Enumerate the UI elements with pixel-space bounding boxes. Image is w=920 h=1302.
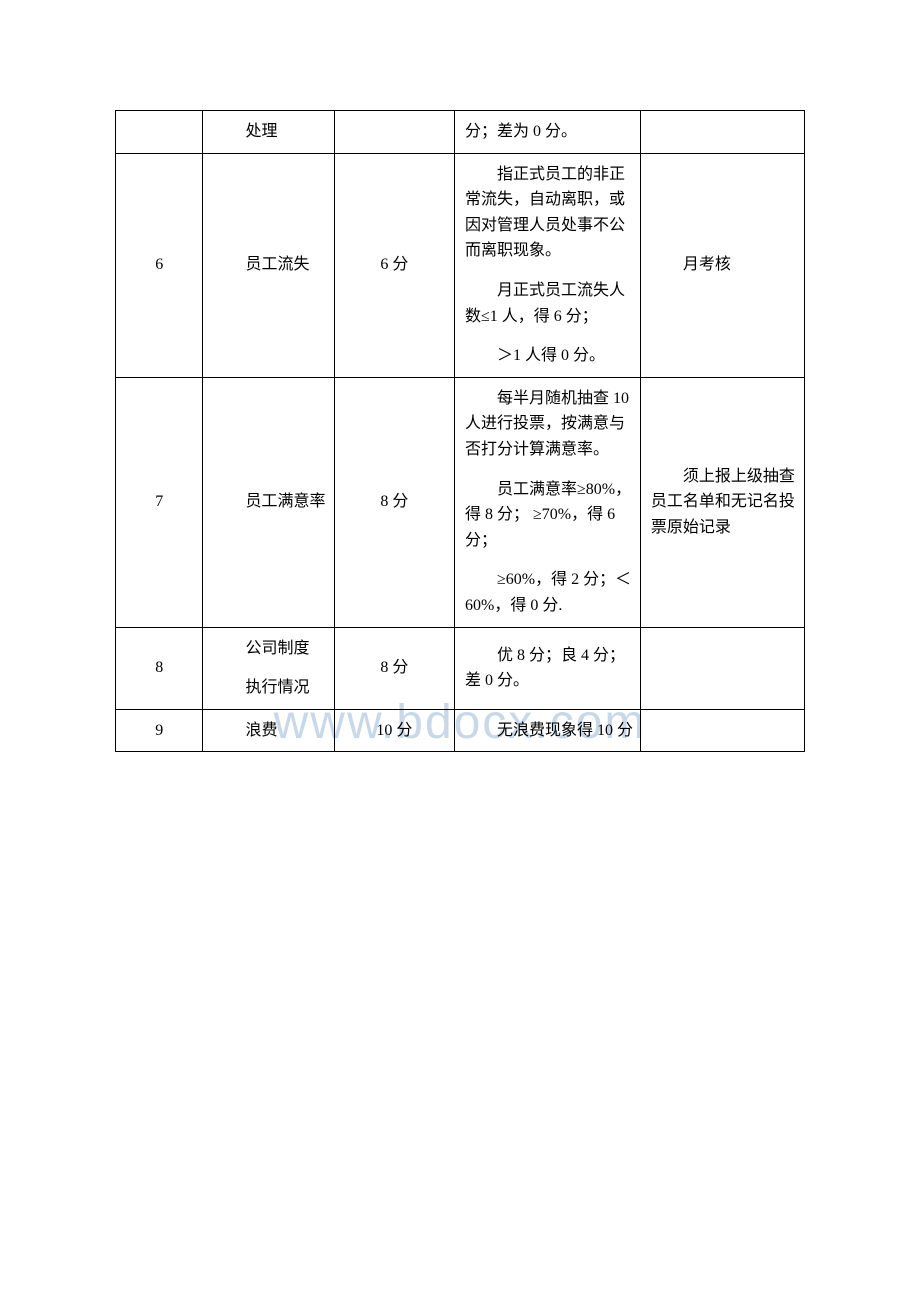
cell-remark <box>640 627 804 709</box>
cell-num: 6 <box>116 153 203 377</box>
cell-num: 8 <box>116 627 203 709</box>
name-text: 公司制度 <box>213 636 327 662</box>
evaluation-table: 处理 分；差为 0 分。 6 员工流失 6 分 指正式员工的非正常流失，自动离职… <box>115 110 805 752</box>
cell-num: 7 <box>116 377 203 627</box>
desc-text: 员工满意率≥80%，得 8 分； ≥70%，得 6 分； <box>465 477 634 554</box>
cell-remark <box>640 111 804 154</box>
cell-name: 浪费 <box>203 709 334 752</box>
remark-text: 须上报上级抽查员工名单和无记名投票原始记录 <box>651 464 798 541</box>
cell-desc: 每半月随机抽查 10 人进行投票，按满意与否打分计算满意率。 员工满意率≥80%… <box>455 377 641 627</box>
table-row: 6 员工流失 6 分 指正式员工的非正常流失，自动离职，或因对管理人员处事不公而… <box>116 153 805 377</box>
cell-name: 员工满意率 <box>203 377 334 627</box>
name-text: 浪费 <box>213 718 327 744</box>
desc-text: 指正式员工的非正常流失，自动离职，或因对管理人员处事不公而离职现象。 <box>465 162 634 264</box>
desc-text: 无浪费现象得 10 分 <box>465 718 634 744</box>
cell-score: 8 分 <box>334 377 454 627</box>
cell-desc: 优 8 分；良 4 分；差 0 分。 <box>455 627 641 709</box>
cell-name: 处理 <box>203 111 334 154</box>
cell-remark: 月考核 <box>640 153 804 377</box>
table-row: 处理 分；差为 0 分。 <box>116 111 805 154</box>
cell-score: 8 分 <box>334 627 454 709</box>
desc-text: 每半月随机抽查 10 人进行投票，按满意与否打分计算满意率。 <box>465 386 634 463</box>
name-text: 处理 <box>213 119 327 145</box>
name-text: 员工满意率 <box>213 489 327 515</box>
cell-desc: 无浪费现象得 10 分 <box>455 709 641 752</box>
table-row: 8 公司制度 执行情况 8 分 优 8 分；良 4 分；差 0 分。 <box>116 627 805 709</box>
table-body: 处理 分；差为 0 分。 6 员工流失 6 分 指正式员工的非正常流失，自动离职… <box>116 111 805 752</box>
desc-text: 优 8 分；良 4 分；差 0 分。 <box>465 643 634 694</box>
cell-name: 员工流失 <box>203 153 334 377</box>
cell-score: 6 分 <box>334 153 454 377</box>
cell-remark: 须上报上级抽查员工名单和无记名投票原始记录 <box>640 377 804 627</box>
name-text: 执行情况 <box>213 675 327 701</box>
cell-remark <box>640 709 804 752</box>
cell-num <box>116 111 203 154</box>
desc-text: ＞1 人得 0 分。 <box>465 343 634 369</box>
cell-desc: 分；差为 0 分。 <box>455 111 641 154</box>
cell-score <box>334 111 454 154</box>
cell-name: 公司制度 执行情况 <box>203 627 334 709</box>
desc-text: 分；差为 0 分。 <box>465 123 577 140</box>
cell-score: 10 分 <box>334 709 454 752</box>
cell-num: 9 <box>116 709 203 752</box>
table-row: 7 员工满意率 8 分 每半月随机抽查 10 人进行投票，按满意与否打分计算满意… <box>116 377 805 627</box>
name-text: 员工流失 <box>213 252 327 278</box>
table-row: 9 浪费 10 分 无浪费现象得 10 分 <box>116 709 805 752</box>
cell-desc: 指正式员工的非正常流失，自动离职，或因对管理人员处事不公而离职现象。 月正式员工… <box>455 153 641 377</box>
desc-text: 月正式员工流失人数≤1 人，得 6 分； <box>465 278 634 329</box>
desc-text: ≥60%，得 2 分；＜60%，得 0 分. <box>465 567 634 618</box>
remark-text: 月考核 <box>651 252 798 278</box>
